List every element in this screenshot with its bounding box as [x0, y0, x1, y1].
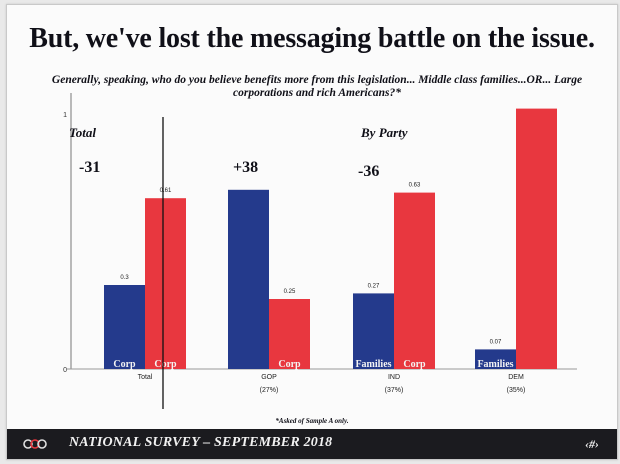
bar-corp-3 [516, 108, 557, 369]
slide: But, we've lost the messaging battle on … [6, 4, 618, 460]
net-difference-label-0: -31 [79, 159, 100, 176]
category-sublabel-2: (37%) [385, 387, 404, 394]
slide-title: But, we've lost the messaging battle on … [29, 23, 595, 54]
data-label-families-0: 0.3 [120, 275, 129, 281]
category-sublabel-3: (35%) [507, 387, 526, 394]
bar-chart: 1 0 0.3 Corp 0.61 Corp -31 Total 0.25 Corp +38 GOP (… [63, 93, 577, 409]
bar-families-3 [475, 349, 516, 369]
bar-inner-label-0-0: Corp [113, 359, 136, 370]
data-label-corp-2: 0.63 [409, 183, 421, 189]
chart-layer: 1 0 0.3 Corp 0.61 Corp -31 Total 0.25 Corp +38 GOP (… [63, 93, 577, 409]
bar-inner-label-0-1: Corp [154, 359, 177, 370]
bar-families-1 [228, 189, 269, 369]
data-label-corp-1: 0.25 [284, 289, 296, 295]
page-number: ‹#› [585, 437, 599, 451]
total-section-label: Total [69, 125, 96, 140]
category-sublabel-1: (27%) [260, 387, 279, 394]
bar-corp-1 [269, 299, 310, 369]
y-tick-label-min: 0 [63, 367, 67, 374]
bar-corp-0 [145, 198, 186, 369]
net-difference-label-1: +38 [233, 159, 258, 176]
data-label-corp-0: 0.61 [160, 188, 172, 194]
bar-families-2 [353, 293, 394, 369]
slide-subtitle: Generally, speaking, who do you believe … [51, 74, 583, 99]
by-party-section-label: By Party [361, 125, 408, 140]
bar-inner-label-1-1: Corp [278, 359, 301, 370]
net-difference-label-2: -36 [358, 163, 379, 180]
footnote: *Asked of Sample A only. [275, 417, 349, 425]
bar-inner-label-2-0: Families [355, 359, 391, 370]
footer-survey-label: NATIONAL SURVEY – SEPTEMBER 2018 [69, 435, 333, 450]
bar-corp-2 [394, 192, 435, 369]
gqr-logo-icon [23, 439, 47, 449]
data-label-families-3: 0.07 [490, 339, 502, 345]
footer-bar: NATIONAL SURVEY – SEPTEMBER 2018 ‹#› [7, 429, 617, 459]
data-label-families-2: 0.27 [368, 283, 380, 289]
bar-inner-label-3-0: Families [477, 359, 513, 370]
category-label-0: Total [138, 374, 153, 381]
category-label-1: GOP [261, 374, 277, 381]
bar-families-0 [104, 285, 145, 369]
y-tick-label-max: 1 [63, 112, 67, 119]
category-label-3: DEM [508, 374, 524, 381]
category-label-2: IND [388, 374, 400, 381]
bar-inner-label-2-1: Corp [403, 359, 426, 370]
